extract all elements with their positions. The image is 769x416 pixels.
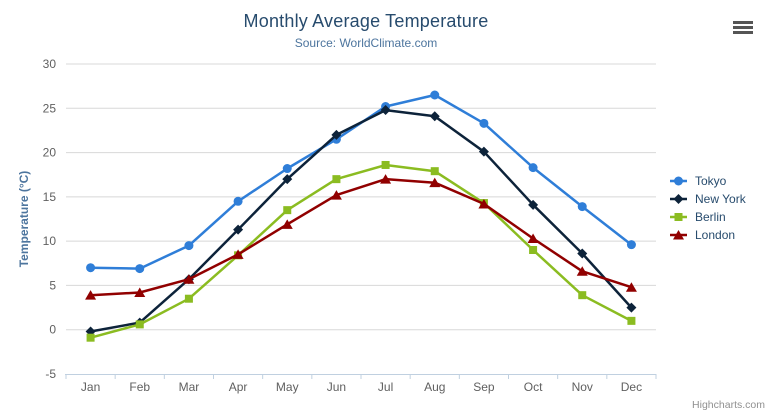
legend-label: Berlin: [695, 210, 726, 224]
circle-icon[interactable]: [674, 176, 683, 186]
data-point-new-york[interactable]: [429, 111, 440, 122]
data-point-london[interactable]: [380, 174, 392, 184]
x-tick-label: Sep: [473, 380, 495, 394]
y-tick-label: 0: [49, 323, 56, 337]
export-menu-button[interactable]: [731, 19, 759, 41]
x-tick-label: Aug: [424, 380, 445, 394]
data-point-london[interactable]: [232, 249, 244, 259]
data-point-berlin[interactable]: [430, 167, 439, 176]
chart-subtitle: Source: WorldClimate.com: [294, 36, 438, 50]
data-point-new-york[interactable]: [577, 248, 588, 259]
data-point-new-york[interactable]: [478, 146, 489, 157]
x-tick-label: Jan: [81, 380, 100, 394]
legend-item-tokyo[interactable]: Tokyo: [670, 172, 746, 190]
x-tick-label: May: [276, 380, 299, 394]
x-axis-labels: Jan Feb Mar Apr May Jun Jul Aug Sep Oct Nov Dec: [81, 380, 642, 394]
data-point-new-york[interactable]: [331, 129, 342, 140]
data-point-tokyo[interactable]: [577, 202, 587, 212]
data-point-tokyo[interactable]: [479, 118, 489, 128]
data-point-new-york[interactable]: [626, 302, 637, 313]
hamburger-icon: [733, 26, 753, 29]
hamburger-icon: [733, 21, 753, 24]
data-point-berlin[interactable]: [86, 333, 95, 342]
y-tick-label: 25: [43, 101, 57, 115]
diamond-icon: [670, 194, 687, 204]
data-point-london[interactable]: [625, 282, 637, 292]
data-point-new-york[interactable]: [528, 199, 539, 210]
x-tick-label: Apr: [229, 380, 248, 394]
data-point-berlin[interactable]: [184, 294, 193, 303]
data-point-new-york[interactable]: [380, 105, 391, 116]
series-line-london[interactable]: [90, 177, 632, 297]
data-point-berlin[interactable]: [381, 160, 390, 169]
data-point-berlin[interactable]: [578, 291, 587, 300]
data-point-tokyo[interactable]: [528, 163, 538, 173]
data-point-tokyo[interactable]: [86, 263, 96, 273]
hamburger-icon: [733, 31, 753, 34]
data-point-london[interactable]: [330, 190, 342, 200]
chart-title: Monthly Average Temperature: [243, 11, 489, 31]
data-point-new-york[interactable]: [233, 224, 244, 235]
y-tick-label: 10: [43, 234, 57, 248]
data-point-new-york[interactable]: [282, 174, 293, 185]
x-tick-label: Oct: [524, 380, 543, 394]
legend-item-new-york[interactable]: New York: [670, 190, 746, 208]
data-point-london[interactable]: [183, 274, 195, 284]
data-point-berlin[interactable]: [627, 316, 636, 325]
circle-icon: [670, 176, 687, 186]
legend-label: New York: [695, 192, 746, 206]
x-tick-label: Jun: [327, 380, 346, 394]
y-tick-label: 30: [43, 57, 57, 71]
series-london: [85, 174, 637, 300]
series-line-tokyo[interactable]: [90, 93, 633, 270]
data-point-tokyo[interactable]: [233, 196, 243, 206]
legend-label: Tokyo: [695, 174, 727, 188]
data-point-berlin[interactable]: [332, 175, 341, 184]
x-tick-label: Feb: [129, 380, 150, 394]
legend-item-london[interactable]: London: [670, 226, 746, 244]
data-point-tokyo[interactable]: [430, 90, 440, 100]
diamond-icon[interactable]: [673, 194, 684, 204]
triangle-icon[interactable]: [673, 230, 684, 240]
data-point-london[interactable]: [85, 290, 97, 300]
square-icon[interactable]: [674, 213, 683, 221]
y-tick-label: 15: [43, 190, 57, 204]
data-point-london[interactable]: [576, 266, 588, 276]
x-tick-label: Mar: [179, 380, 200, 394]
data-point-london[interactable]: [478, 198, 490, 209]
series-line-berlin[interactable]: [90, 163, 632, 339]
y-axis-title: Temperature (°C): [17, 170, 31, 268]
legend-item-berlin[interactable]: Berlin: [670, 208, 746, 226]
x-tick-label: Nov: [572, 380, 593, 394]
credits-link[interactable]: Highcharts.com: [692, 399, 765, 411]
data-point-berlin[interactable]: [135, 320, 144, 329]
series-tokyo: [86, 90, 636, 274]
data-point-berlin[interactable]: [283, 206, 292, 215]
data-point-berlin[interactable]: [529, 246, 538, 254]
data-point-tokyo[interactable]: [135, 264, 145, 274]
data-point-tokyo[interactable]: [282, 164, 292, 174]
data-point-london[interactable]: [527, 233, 539, 243]
y-tick-label: 5: [49, 278, 56, 292]
legend: Tokyo New York Berlin London: [670, 172, 746, 244]
gridlines: [66, 63, 656, 331]
y-axis-labels: -5 0 5 10 15 20 25 30: [43, 57, 57, 381]
data-point-tokyo[interactable]: [184, 241, 194, 251]
series-line-new-york[interactable]: [90, 108, 633, 333]
square-icon: [670, 213, 687, 221]
data-point-london[interactable]: [134, 287, 146, 298]
x-axis-ticks: [65, 374, 657, 379]
data-point-london[interactable]: [429, 177, 441, 188]
data-point-tokyo[interactable]: [626, 240, 636, 250]
y-tick-label: 20: [43, 146, 57, 160]
y-tick-label: -5: [45, 367, 56, 381]
x-tick-label: Jul: [378, 380, 393, 394]
data-point-london[interactable]: [281, 219, 293, 229]
series-new-york: [85, 105, 637, 337]
triangle-icon: [670, 230, 687, 240]
legend-label: London: [695, 228, 736, 242]
x-tick-label: Dec: [621, 380, 642, 394]
